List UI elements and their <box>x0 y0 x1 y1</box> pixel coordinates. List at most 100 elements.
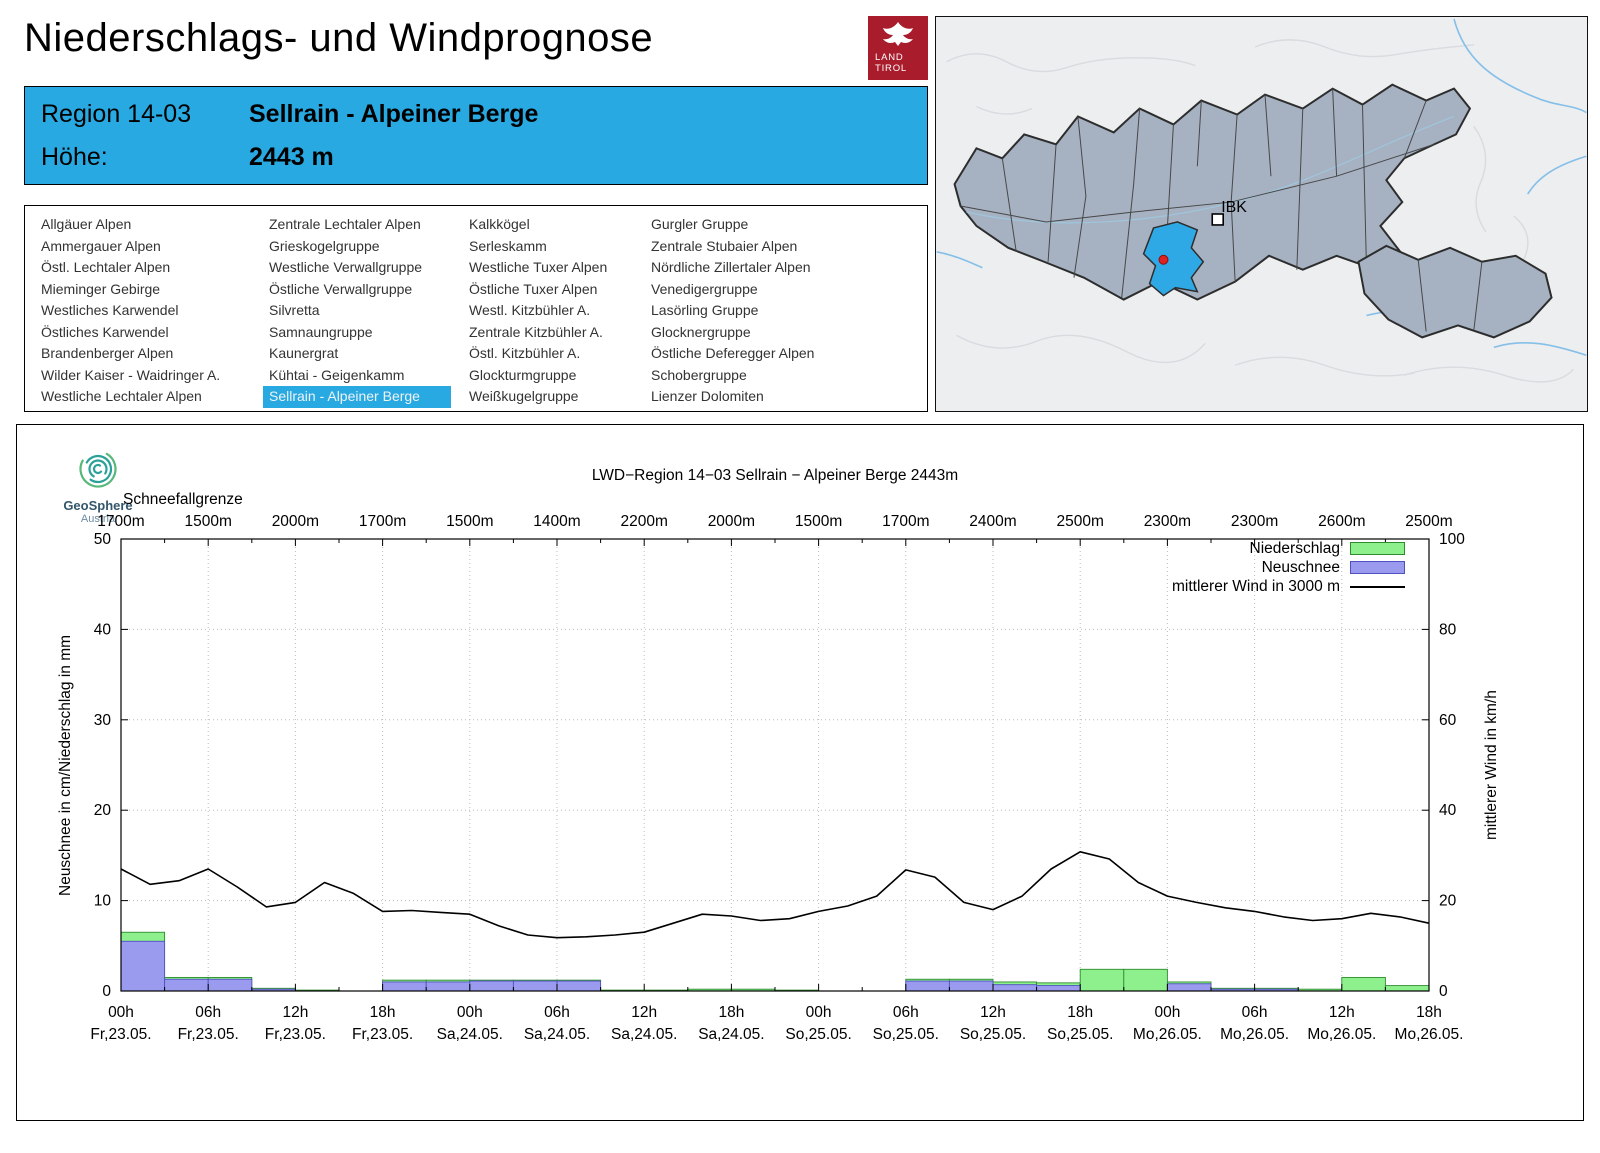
tirol-eagle-icon <box>883 22 913 46</box>
region-list-item[interactable]: Zentrale Stubaier Alpen <box>651 237 798 254</box>
region-list-item[interactable]: Kalkkögel <box>469 216 530 232</box>
plot-border <box>120 538 1430 992</box>
region-list-item[interactable]: Östliche Deferegger Alpen <box>651 345 815 361</box>
x-tick-date: So,25.05. <box>785 1026 851 1043</box>
y-tick-label-right: 60 <box>1439 712 1457 729</box>
region-list-item[interactable]: Westliche Lechtaler Alpen <box>41 388 202 404</box>
legend-row-wind: mittlerer Wind in 3000 m <box>1172 577 1405 595</box>
region-list-item[interactable]: Westliche Tuxer Alpen <box>469 259 608 275</box>
geosphere-swirl-icon <box>79 450 117 488</box>
map-region-east-tirol[interactable] <box>1357 244 1553 339</box>
region-list-item[interactable]: Lasörling Gruppe <box>651 302 759 318</box>
region-list-item[interactable]: Kaunergrat <box>269 345 339 361</box>
region-list-item[interactable]: Nördliche Zillertaler Alpen <box>651 259 811 275</box>
niederschlag-bar <box>1341 976 1386 992</box>
schneefallgrenze-value: 1700m <box>359 513 406 530</box>
region-list-item[interactable]: Lienzer Dolomiten <box>651 388 764 404</box>
region-list-item[interactable]: Glocknergruppe <box>651 323 751 340</box>
x-tick-date: Sa,24.05. <box>524 1026 590 1043</box>
region-list-item[interactable]: Grieskogelgruppe <box>269 237 380 254</box>
x-tick-hour: 12h <box>631 1004 657 1021</box>
neuschnee-bar <box>556 980 602 992</box>
map-region-selected[interactable] <box>1142 221 1205 297</box>
land-tirol-logo: LAND TIROL <box>868 16 928 80</box>
niederschlag-bar <box>1123 968 1168 992</box>
east-region-borders <box>1417 259 1483 332</box>
region-list-column: Zentrale Lechtaler Alpen Grieskogelgruppe… <box>263 214 463 411</box>
neuschnee-bar <box>905 980 950 992</box>
neuschnee-bar <box>382 981 427 992</box>
region-list-item[interactable]: Gurgler Gruppe <box>651 216 749 232</box>
region-list-item[interactable]: Zentrale Kitzbühler A. <box>469 323 603 340</box>
map-region-north-tirol[interactable] <box>953 83 1472 301</box>
region-list-item[interactable]: Brandenberger Alpen <box>41 345 174 361</box>
x-tick-date: So,25.05. <box>873 1026 939 1043</box>
region-list-item[interactable]: Weißkugelgruppe <box>469 388 579 404</box>
schneefallgrenze-value: 2000m <box>708 513 755 530</box>
legend-label-wind: mittlerer Wind in 3000 m <box>1172 577 1340 595</box>
region-list-item[interactable]: Östl. Kitzbühler A. <box>469 345 581 361</box>
region-list-item[interactable]: Westliche Verwallgruppe <box>269 259 423 275</box>
wind-line <box>120 851 1430 939</box>
x-tick-date: Sa,24.05. <box>611 1026 677 1043</box>
x-tick-date: Mo,26.05. <box>1133 1026 1202 1043</box>
region-list-item[interactable]: Mieminger Gebirge <box>41 280 161 297</box>
x-tick-date: So,25.05. <box>1047 1026 1113 1043</box>
neuschnee-bar <box>425 981 471 992</box>
ibk-marker <box>1211 213 1224 226</box>
region-list-item[interactable]: Westl. Kitzbühler A. <box>469 302 591 318</box>
y-tick-label-right: 40 <box>1439 802 1457 819</box>
x-tick-hour: 12h <box>980 1004 1006 1021</box>
region-list-item[interactable]: Östliches Karwendel <box>41 323 169 340</box>
tirol-map-panel: IBK <box>935 16 1588 412</box>
neuschnee-bar <box>948 980 994 992</box>
region-list-item[interactable]: Östliche Verwallgruppe <box>269 280 413 297</box>
schneefallgrenze-value: 2500m <box>1056 513 1103 530</box>
x-tick-date: Fr,23.05. <box>265 1026 326 1043</box>
x-tick-hour: 12h <box>1329 1004 1355 1021</box>
region-list-item[interactable]: Allgäuer Alpen <box>41 216 132 232</box>
region-label: Region 14-03 <box>41 100 192 128</box>
region-list-item[interactable]: Westliches Karwendel <box>41 302 179 318</box>
region-list-item[interactable]: Kühtai - Geigenkamm <box>269 366 405 383</box>
region-list-item[interactable]: Glockturmgruppe <box>469 366 577 383</box>
region-list-item[interactable]: Silvretta <box>269 302 320 318</box>
region-list-item[interactable]: Östl. Lechtaler Alpen <box>41 259 171 275</box>
schneefallgrenze-value: 2300m <box>1144 513 1191 530</box>
x-tick-date: Fr,23.05. <box>90 1026 151 1043</box>
region-list-item[interactable]: Serleskamm <box>469 237 547 254</box>
schneefallgrenze-value: 2500m <box>1405 513 1452 530</box>
x-tick-hour: 18h <box>1416 1004 1442 1021</box>
niederschlag-bar <box>1384 985 1430 992</box>
x-tick-date: Fr,23.05. <box>178 1026 239 1043</box>
region-borders <box>960 88 1435 298</box>
region-list-item[interactable]: Ammergauer Alpen <box>41 237 161 254</box>
y-tick-label-left: 40 <box>94 621 112 638</box>
neuschnee-bar <box>1166 983 1212 992</box>
region-list-item[interactable]: Schobergruppe <box>651 366 747 383</box>
region-list-item[interactable]: Samnaungruppe <box>269 323 373 340</box>
region-list-item-selected[interactable]: Sellrain - Alpeiner Berge <box>263 386 451 408</box>
schneefallgrenze-value: 2400m <box>969 513 1016 530</box>
geosphere-name: GeoSphere <box>63 498 133 513</box>
region-list-item[interactable]: Venedigergruppe <box>651 280 758 297</box>
region-list-item[interactable]: Wilder Kaiser - Waidringer A. <box>41 366 221 383</box>
x-tick-hour: 00h <box>457 1004 483 1021</box>
region-list-item[interactable]: Östliche Tuxer Alpen <box>469 280 598 297</box>
schneefallgrenze-value: 1500m <box>446 513 493 530</box>
neuschnee-bar <box>164 978 209 992</box>
legend-row-niederschlag: Niederschlag <box>1249 539 1405 557</box>
region-list: Allgäuer Alpen Ammergauer Alpen Östl. Lech… <box>24 205 928 412</box>
region-list-column: Gurgler Gruppe Zentrale Stubaier Alpen Nör… <box>645 214 927 411</box>
y-tick-label-left: 20 <box>94 802 112 819</box>
legend-label-niederschlag: Niederschlag <box>1249 539 1340 557</box>
region-list-item[interactable]: Zentrale Lechtaler Alpen <box>269 216 421 232</box>
schneefallgrenze-value: 2300m <box>1231 513 1278 530</box>
x-tick-date: Mo,26.05. <box>1395 1026 1464 1043</box>
neuschnee-bar <box>207 978 253 992</box>
region-info-box: Region 14-03 Sellrain - Alpeiner Berge Hö… <box>24 86 928 185</box>
niederschlag-swatch <box>1350 542 1405 555</box>
forecast-chart-panel: GeoSphere Austria LWD−Region 14−03 Sellr… <box>16 424 1584 1121</box>
chart-title: LWD−Region 14−03 Sellrain − Alpeiner Ber… <box>591 467 959 484</box>
x-tick-date: Mo,26.05. <box>1220 1026 1289 1043</box>
